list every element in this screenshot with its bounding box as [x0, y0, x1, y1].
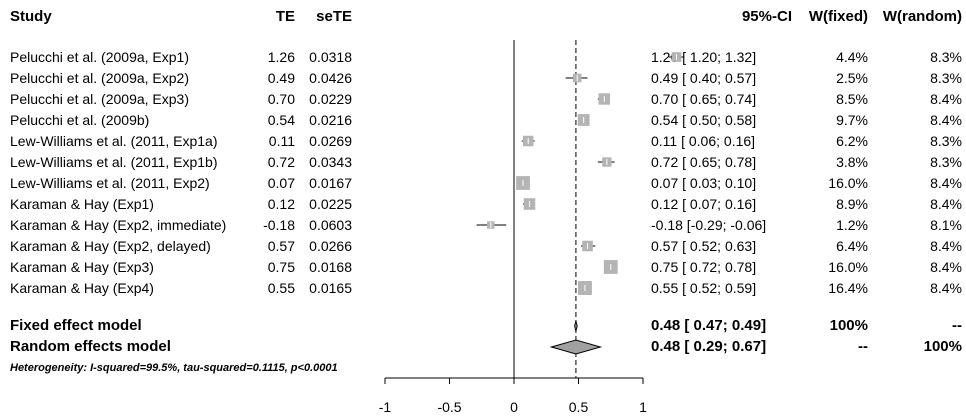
study-ci: 0.57 [ 0.52; 0.63] — [651, 238, 757, 254]
header-sete: seTE — [316, 8, 352, 25]
study-name: Lew-Williams et al. (2011, Exp1a) — [10, 133, 218, 149]
study-w-fixed: 6.4% — [836, 238, 868, 254]
heterogeneity-text: Heterogeneity: I-squared=99.5%, tau-squa… — [10, 362, 338, 374]
study-w-fixed: 8.5% — [836, 91, 868, 107]
study-name: Pelucchi et al. (2009b) — [10, 112, 150, 128]
study-name: Lew-Williams et al. (2011, Exp1b) — [10, 154, 218, 170]
study-w-fixed: 8.9% — [836, 196, 868, 212]
study-name: Pelucchi et al. (2009a, Exp3) — [10, 91, 189, 107]
study-name: Karaman & Hay (Exp3) — [10, 259, 154, 275]
study-w-random: 8.3% — [930, 70, 962, 86]
study-w-fixed: 16.4% — [828, 280, 868, 296]
study-w-random: 8.4% — [930, 112, 962, 128]
study-te: 0.75 — [267, 259, 295, 275]
fixed-w-random: -- — [952, 317, 962, 334]
study-sete: 0.0343 — [309, 154, 352, 170]
study-name: Karaman & Hay (Exp4) — [10, 280, 154, 296]
study-ci: 0.07 [ 0.03; 0.10] — [651, 175, 757, 191]
x-tick-label: -1 — [379, 399, 392, 415]
x-tick-label: 0.5 — [569, 399, 589, 415]
study-ci: 0.70 [ 0.65; 0.74] — [651, 91, 757, 107]
study-te: 0.57 — [267, 238, 295, 254]
study-sete: 0.0603 — [309, 217, 352, 233]
study-te: 0.54 — [267, 112, 295, 128]
random-label: Random effects model — [10, 338, 171, 355]
study-sete: 0.0229 — [309, 91, 352, 107]
study-w-fixed: 9.7% — [836, 112, 868, 128]
study-name: Karaman & Hay (Exp2, delayed) — [10, 238, 211, 254]
study-w-random: 8.3% — [930, 49, 962, 65]
x-tick-label: -0.5 — [437, 399, 461, 415]
study-name: Karaman & Hay (Exp1) — [10, 196, 154, 212]
study-w-random: 8.4% — [930, 259, 962, 275]
study-w-random: 8.3% — [930, 133, 962, 149]
study-ci: 0.55 [ 0.52; 0.59] — [651, 280, 757, 296]
x-tick-label: 1 — [639, 399, 647, 415]
random-w-random: 100% — [923, 338, 962, 355]
random-diamond — [549, 339, 603, 355]
study-ci: 0.75 [ 0.72; 0.78] — [651, 259, 757, 275]
study-name: Pelucchi et al. (2009a, Exp1) — [10, 49, 189, 65]
study-sete: 0.0216 — [309, 112, 352, 128]
study-w-random: 8.4% — [930, 238, 962, 254]
random-ci: 0.48 [ 0.29; 0.67] — [651, 338, 767, 355]
study-w-random: 8.4% — [930, 175, 962, 191]
study-ci: 0.49 [ 0.40; 0.57] — [651, 70, 757, 86]
study-w-fixed: 3.8% — [836, 154, 868, 170]
study-sete: 0.0225 — [309, 196, 352, 212]
study-w-fixed: 16.0% — [828, 175, 868, 191]
study-te: 0.07 — [267, 175, 295, 191]
study-te: 0.70 — [267, 91, 295, 107]
study-w-fixed: 16.0% — [828, 259, 868, 275]
study-te: 0.55 — [267, 280, 295, 296]
study-te: 1.26 — [267, 49, 295, 65]
header-w-random: W(random) — [882, 8, 962, 25]
study-name: Lew-Williams et al. (2011, Exp2) — [10, 175, 210, 191]
study-ci: 0.72 [ 0.65; 0.78] — [651, 154, 757, 170]
fixed-w-fixed: 100% — [829, 317, 868, 334]
study-ci: 0.11 [ 0.06; 0.16] — [651, 133, 756, 149]
study-w-random: 8.4% — [930, 91, 962, 107]
study-ci: 0.12 [ 0.07; 0.16] — [651, 196, 757, 212]
study-te: 0.12 — [267, 196, 295, 212]
fixed-diamond — [574, 320, 578, 332]
study-name: Karaman & Hay (Exp2, immediate) — [10, 217, 227, 233]
study-name: Pelucchi et al. (2009a, Exp2) — [10, 70, 189, 86]
study-w-random: 8.3% — [930, 154, 962, 170]
random-w-fixed: -- — [858, 338, 868, 355]
study-te: -0.18 — [263, 217, 295, 233]
study-te: 0.49 — [267, 70, 295, 86]
study-w-random: 8.1% — [930, 217, 962, 233]
x-tick-label: 0 — [510, 399, 518, 415]
study-sete: 0.0168 — [309, 259, 352, 275]
study-ci: -0.18 [-0.29; -0.06] — [651, 217, 767, 233]
study-sete: 0.0167 — [309, 175, 352, 191]
header-te: TE — [275, 8, 295, 25]
study-w-fixed: 2.5% — [836, 70, 868, 86]
fixed-ci: 0.48 [ 0.47; 0.49] — [651, 317, 767, 334]
header-w-fixed: W(fixed) — [808, 8, 868, 25]
study-te: 0.72 — [267, 154, 295, 170]
study-ci: 0.54 [ 0.50; 0.58] — [651, 112, 757, 128]
study-w-random: 8.4% — [930, 196, 962, 212]
study-sete: 0.0318 — [309, 49, 352, 65]
study-sete: 0.0269 — [309, 133, 352, 149]
study-w-random: 8.4% — [930, 280, 962, 296]
header-ci: 95%-CI — [741, 8, 792, 25]
study-w-fixed: 6.2% — [836, 133, 868, 149]
study-sete: 0.0426 — [309, 70, 352, 86]
study-sete: 0.0266 — [309, 238, 352, 254]
study-sete: 0.0165 — [309, 280, 352, 296]
header-study: Study — [10, 8, 52, 25]
study-w-fixed: 4.4% — [836, 49, 868, 65]
study-te: 0.11 — [268, 133, 295, 149]
fixed-label: Fixed effect model — [10, 317, 142, 334]
study-w-fixed: 1.2% — [836, 217, 868, 233]
